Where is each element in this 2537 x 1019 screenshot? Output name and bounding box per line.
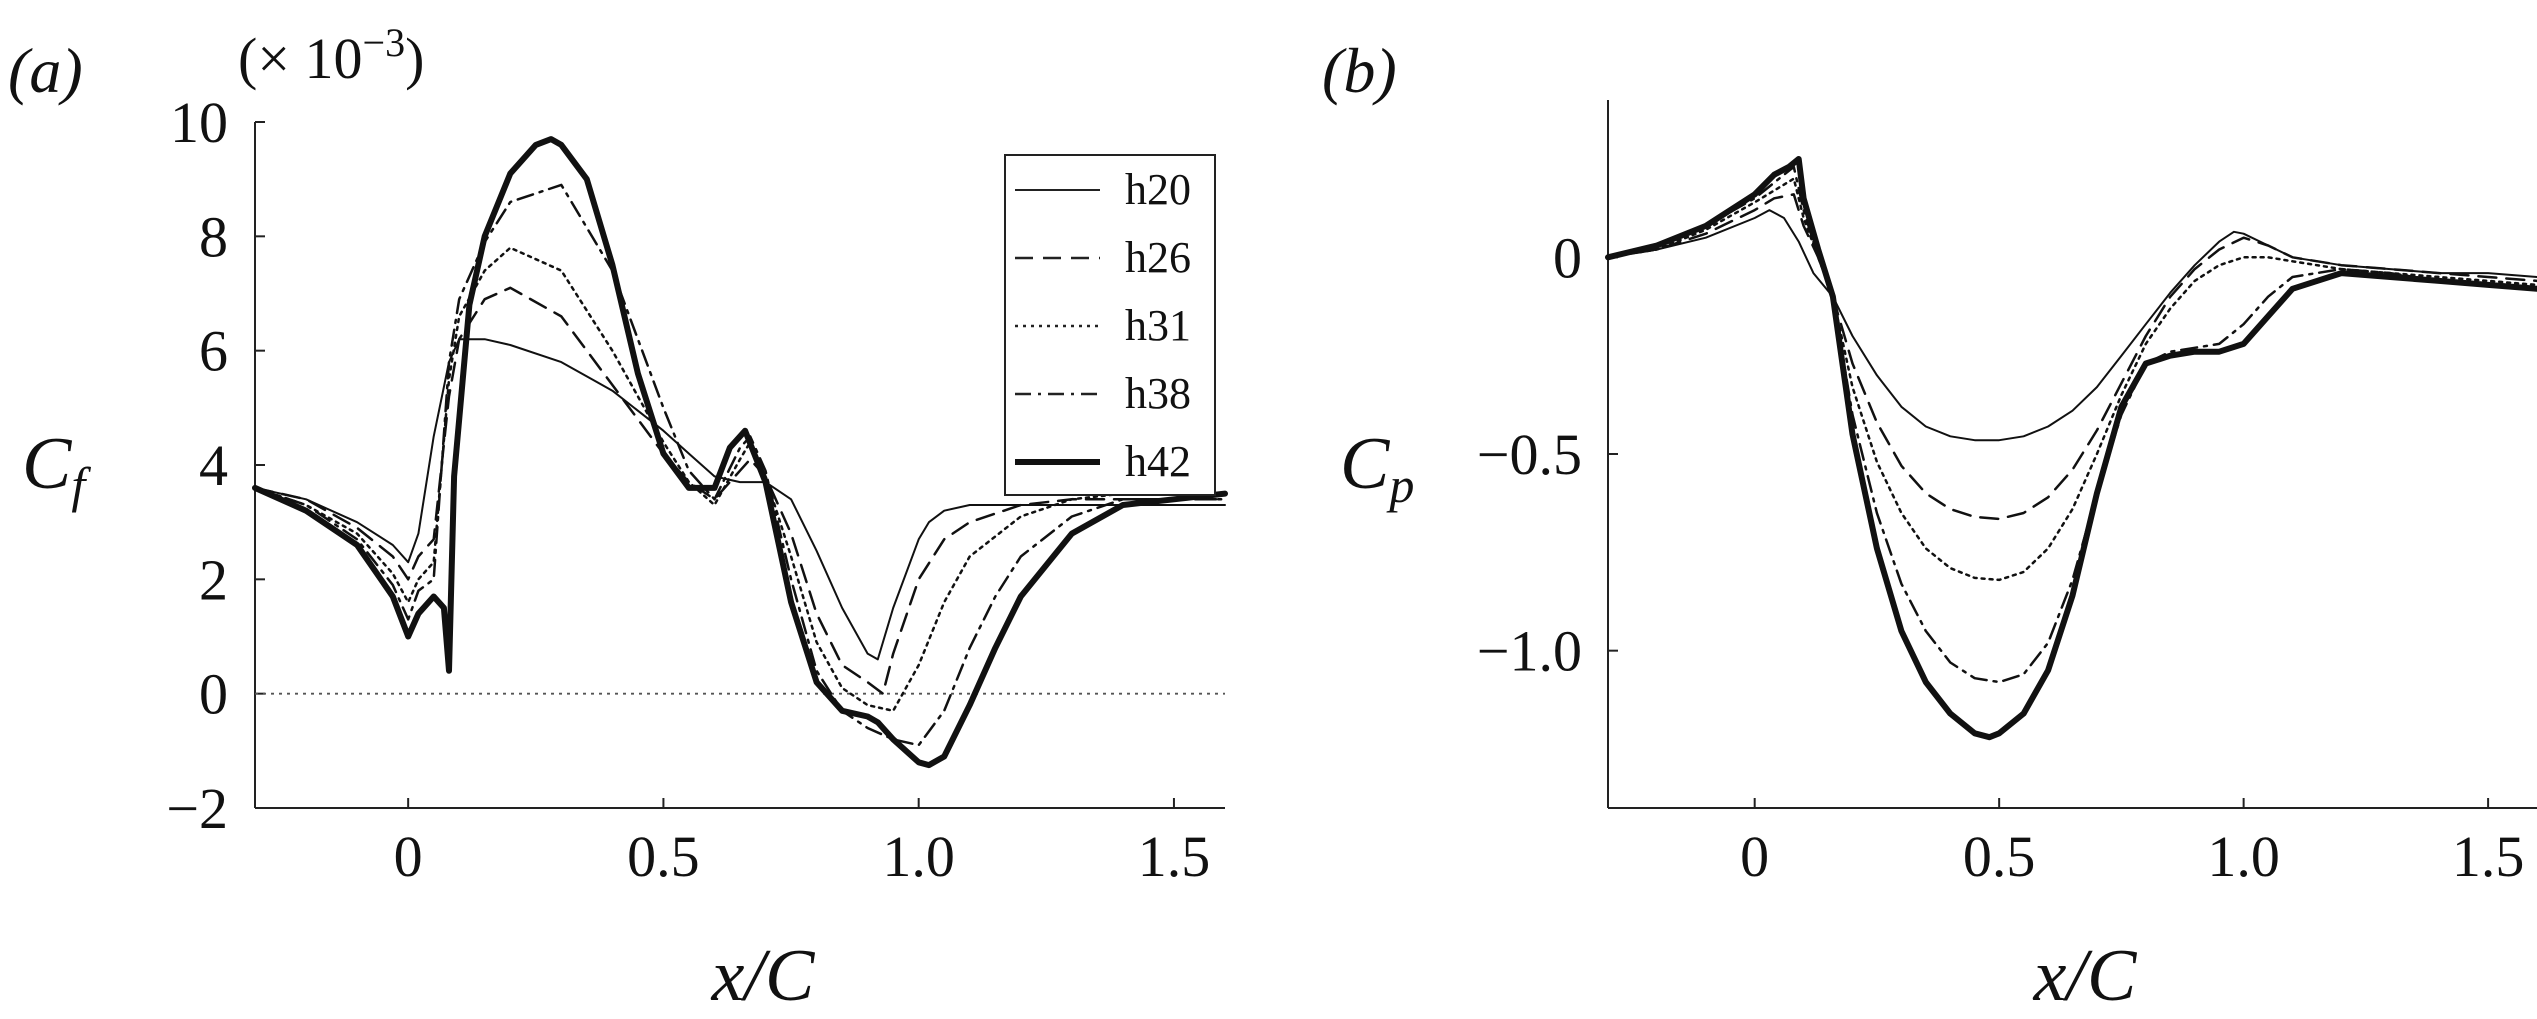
panel-b-ylabel-sub: p (1386, 457, 1414, 513)
panel-a-y-tick-label: 0 (199, 662, 228, 727)
panel-a-label: (a) (8, 35, 83, 106)
panel-b-y-tick-label: −1.0 (1477, 619, 1582, 684)
panel-a-multiplier: (× 10−3) (238, 20, 424, 91)
panel-b-cp-chart: (b) Cp x/C 0 −0.5 −1.0 0 0.5 1.0 1.5 (1322, 35, 2537, 1017)
panel-a-y-tick-label: 8 (199, 204, 228, 269)
legend-label-h31: h31 (1125, 301, 1191, 350)
panel-b-series-h42 (1605, 156, 2537, 741)
panel-a-x-tick-label: 1.5 (1138, 824, 1211, 889)
panel-b-y-tick-label: −0.5 (1477, 422, 1582, 487)
panel-a-y-tick-label: 2 (199, 547, 228, 612)
panel-a-ylabel: Cf (22, 423, 91, 513)
panel-a-ylabel-main: C (22, 423, 73, 505)
panel-b-series-h20 (1607, 209, 2537, 442)
panel-b-y-tick-label: 0 (1553, 225, 1582, 290)
panel-b-series-h38 (1606, 165, 2537, 684)
panel-b-ylabel: Cp (1340, 423, 1414, 513)
panel-a-series-h42 (252, 136, 1228, 769)
legend: h20 h26 h31 h38 h42 (1004, 154, 1216, 496)
panel-b-ylabel-main: C (1340, 423, 1391, 505)
panel-a-series-h38 (253, 183, 1227, 747)
legend-item-h38: h38 (1015, 369, 1191, 418)
panel-a-y-tick-label: 6 (199, 319, 228, 384)
panel-a-xlabel: x/C (711, 935, 816, 1017)
panel-a-x-tick-label: 0 (394, 824, 423, 889)
panel-a-multiplier-exponent: −3 (363, 20, 406, 65)
panel-b-x-tick-label: 1.5 (2452, 824, 2525, 889)
legend-label-h20: h20 (1125, 165, 1191, 214)
legend-item-h20: h20 (1015, 165, 1191, 214)
panel-a-y-tick-label: 10 (170, 90, 228, 155)
panel-a-series-h31 (253, 246, 1227, 713)
panel-a-series-h26 (253, 286, 1227, 695)
legend-item-h26: h26 (1015, 233, 1191, 282)
panel-b-x-tick-label: 1.0 (2207, 824, 2280, 889)
panel-b-series-h31 (1606, 177, 2537, 582)
panel-a-axes: −2 0 2 4 6 8 10 0 0.5 1.0 1.5 (166, 90, 1225, 889)
panel-a-multiplier-close: ) (405, 26, 424, 91)
panel-a-x-tick-label: 1.0 (882, 824, 955, 889)
panel-a-series (252, 136, 1228, 769)
legend-label-h26: h26 (1125, 233, 1191, 282)
legend-label-h42: h42 (1125, 437, 1191, 486)
panel-a-series-h20 (254, 338, 1226, 661)
legend-label-h38: h38 (1125, 369, 1191, 418)
panel-b-x-tick-label: 0 (1740, 824, 1769, 889)
panel-b-x-tick-label: 0.5 (1963, 824, 2036, 889)
panel-a-ylabel-sub: f (71, 457, 91, 513)
panel-b-xlabel: x/C (2033, 935, 2138, 1017)
legend-item-h42: h42 (1015, 437, 1191, 486)
panel-a-y-tick-label: −2 (166, 776, 228, 841)
panel-b-label: (b) (1322, 35, 1397, 106)
panel-a-multiplier-base: (× 10 (238, 26, 363, 91)
panel-a-y-tick-label: 4 (199, 433, 228, 498)
panel-b-axes: 0 −0.5 −1.0 0 0.5 1.0 1.5 (1477, 100, 2537, 889)
panel-a-x-tick-label: 0.5 (627, 824, 700, 889)
panel-b-series (1605, 156, 2537, 741)
panel-b-series-h26 (1606, 193, 2537, 521)
legend-item-h31: h31 (1015, 301, 1191, 350)
